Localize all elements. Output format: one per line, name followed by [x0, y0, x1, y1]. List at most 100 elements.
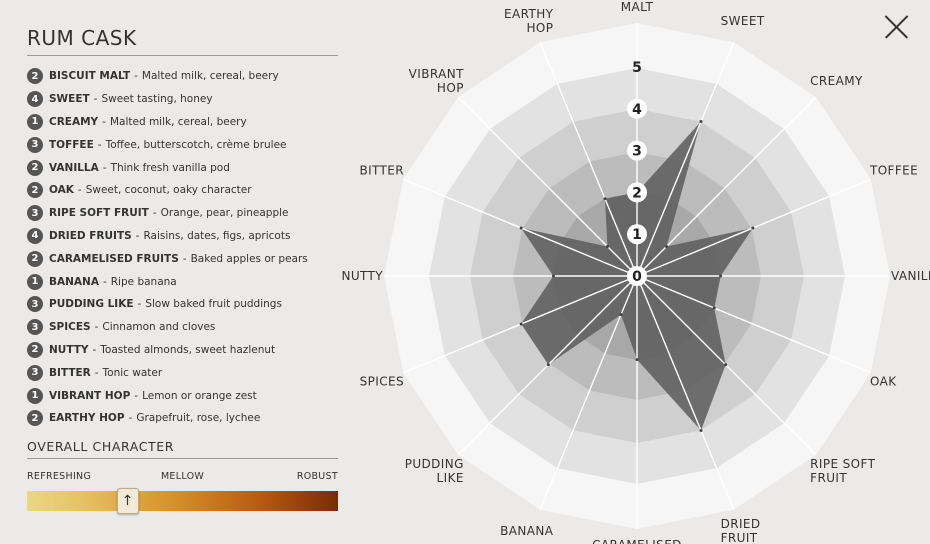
close-icon[interactable]	[883, 13, 910, 40]
data-point	[699, 428, 703, 432]
refreshing-label: REFRESHING	[27, 470, 92, 482]
score-badge: 2	[27, 68, 43, 85]
flavour-name: RIPE SOFT FRUIT	[49, 207, 149, 220]
data-point	[519, 226, 523, 230]
tick-label: 5	[632, 60, 642, 76]
axis-label: SPICES	[360, 375, 404, 389]
data-point	[635, 358, 639, 362]
page-title: RUM CASK	[27, 26, 338, 56]
flavour-item: 1 VIBRANT HOP - Lemon or orange zest	[27, 384, 338, 407]
flavour-description: Slow baked fruit puddings	[145, 298, 282, 311]
axis-label: TOFFEE	[869, 163, 918, 177]
flavour-item: 3 SPICES - Cinnamon and cloves	[27, 316, 338, 339]
flavour-description: Grapefruit, rose, lychee	[136, 412, 261, 425]
axis-label: SWEET	[721, 14, 765, 28]
flavour-name: CREAMY	[49, 115, 99, 128]
score-badge: 3	[27, 319, 43, 336]
data-point	[546, 363, 550, 367]
axis-label: PUDDING	[405, 457, 464, 471]
data-point	[712, 306, 716, 310]
radar-spoke	[636, 275, 872, 374]
flavour-description: Baked apples or pears	[190, 252, 308, 265]
flavour-description: Malted milk, cereal, beery	[141, 70, 279, 83]
score-badge: 1	[27, 273, 43, 290]
axis-label: HOP	[437, 81, 464, 95]
radar-spoke	[539, 41, 638, 277]
flavour-item: 3 PUDDING LIKE - Slow baked fruit puddings	[27, 293, 338, 316]
radar-spoke	[636, 275, 735, 511]
character-slider-handle[interactable]: ↑	[116, 487, 139, 514]
flavour-name: VANILLA	[49, 161, 99, 174]
separator: -	[102, 115, 106, 128]
score-badge: 1	[27, 113, 43, 130]
overall-character-labels: REFRESHING MELLOW ROBUST	[27, 471, 338, 485]
axis-label: NUTTY	[341, 269, 383, 283]
flavour-name: BISCUIT MALT	[49, 70, 131, 83]
robust-label: ROBUST	[296, 470, 338, 482]
flavour-item: 2 CARAMELISED FRUITS - Baked apples or pear…	[27, 247, 338, 270]
axis-label: FRUIT	[810, 471, 847, 485]
data-point	[603, 197, 607, 201]
overall-character-bar: ↑	[27, 487, 338, 514]
axis-label: VANILLA	[891, 269, 930, 283]
separator: -	[93, 93, 98, 106]
score-badge: 3	[27, 296, 43, 313]
score-badge: 2	[27, 410, 43, 427]
data-point	[605, 244, 609, 248]
axis-label: LIKE	[437, 471, 464, 485]
flavour-name: CARAMELISED FRUITS	[49, 252, 179, 265]
separator: -	[134, 389, 139, 402]
tick-label: 0	[632, 269, 642, 285]
separator: -	[102, 161, 107, 174]
flavour-description: Sweet tasting, honey	[101, 93, 213, 106]
separator: -	[137, 298, 142, 311]
tick-badge	[627, 224, 647, 245]
flavour-description: Lemon or orange zest	[142, 389, 257, 402]
flavour-name: EARTHY HOP	[49, 412, 125, 425]
flavour-description: Cinnamon and cloves	[102, 321, 216, 334]
tick-badge	[627, 140, 647, 161]
score-badge: 1	[27, 387, 43, 404]
score-badge: 2	[27, 159, 43, 176]
axis-label: RIPE SOFT	[810, 457, 875, 471]
up-arrow-icon: ↑	[121, 492, 134, 509]
axis-label: DRIED	[721, 517, 761, 531]
flavour-panel: RUM CASK 2 BISCUIT MALT - Malted milk, cere…	[27, 26, 338, 514]
score-badge: 4	[27, 227, 43, 244]
separator: -	[97, 138, 102, 151]
separator: -	[134, 70, 138, 83]
score-badge: 4	[27, 91, 43, 108]
flavour-item: 3 TOFFEE - Toffee, butterscotch, crème brul…	[27, 133, 338, 156]
tick-badge	[627, 266, 647, 286]
flavour-name: BANANA	[49, 275, 99, 288]
separator: -	[92, 343, 97, 356]
flavour-description: Toasted almonds, sweet hazlenut	[100, 343, 276, 356]
tick-label: 3	[632, 144, 642, 160]
mellow-label: MELLOW	[160, 470, 205, 482]
axis-label: EARTHY	[504, 7, 554, 21]
flavour-description: Ripe banana	[110, 275, 177, 288]
axis-label: VIBRANT	[409, 67, 464, 81]
flavour-item: 3 BITTER - Tonic water	[27, 361, 338, 384]
score-badge: 2	[27, 182, 43, 199]
flavour-description: Toffee, butterscotch, crème brulee	[105, 138, 287, 151]
data-point	[719, 274, 723, 278]
flavour-name: OAK	[49, 184, 74, 197]
tick-label: 4	[632, 102, 642, 118]
data-point	[751, 226, 755, 230]
tick-label: 2	[632, 185, 642, 201]
flavour-item: 2 BISCUIT MALT - Malted milk, cereal, beery	[27, 65, 338, 88]
separator: -	[152, 207, 157, 220]
flavour-name: SWEET	[49, 93, 90, 106]
data-point	[551, 274, 555, 278]
flavour-item: 2 NUTTY - Toasted almonds, sweet hazlenut	[27, 339, 338, 362]
separator: -	[77, 184, 82, 197]
score-badge: 3	[27, 364, 43, 381]
flavour-item: 4 DRIED FRUITS - Raisins, dates, figs, apri…	[27, 225, 338, 248]
flavour-description: Tonic water	[102, 366, 163, 379]
flavour-name: DRIED FRUITS	[49, 229, 132, 242]
score-badge: 3	[27, 205, 43, 222]
flavour-item: 4 SWEET - Sweet tasting, honey	[27, 88, 338, 111]
data-point	[519, 322, 523, 326]
